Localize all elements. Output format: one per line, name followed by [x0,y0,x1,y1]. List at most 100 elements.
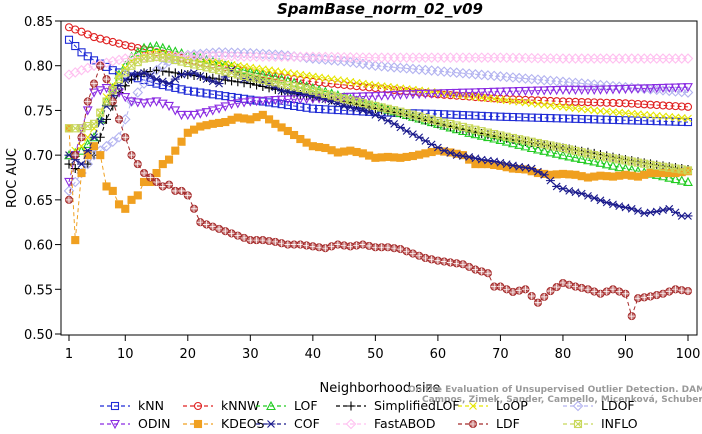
y-axis: 0.50 0.55 0.60 0.65 0.70 0.75 0.80 0.85 [24,15,61,343]
data-point-ldof [488,70,500,82]
data-point-ldf [596,290,604,298]
data-point-odin [564,85,575,96]
data-point-knnw [608,98,618,107]
data-point-loop [509,97,517,106]
data-point-inflo [365,100,374,109]
data-point-cof [470,154,480,163]
data-point-ldf [146,174,154,181]
data-point-ldof [282,50,294,61]
data-point-inflo [340,94,349,103]
data-point-inflo [333,93,342,102]
data-point-loop [340,77,348,85]
data-point-simplifiedlof [164,67,174,77]
data-point-knn [565,114,574,123]
data-point-inflo [283,80,292,90]
data-point-fastabod [113,54,125,66]
data-point-cof [495,158,505,167]
data-point-ldof [382,61,394,73]
data-point-ldf [365,242,373,250]
data-point-odin [401,90,412,100]
credit-line-1: Campos, Zimek, Sander, Campello, Micenko… [422,395,702,405]
data-point-loop [634,110,642,119]
data-point-odin [470,88,481,98]
data-point-cof [620,203,630,212]
data-point-knnw [627,99,636,108]
data-point-cof [570,188,580,197]
data-point-knnw [565,97,574,106]
data-point-loop [484,94,492,103]
y-tick-label: 0.65 [24,194,53,209]
data-point-knn [215,91,224,100]
data-point-kdeos [164,155,174,164]
data-point-ldof [545,75,556,87]
data-point-knnw [583,98,593,107]
data-point-ldof [645,84,656,95]
data-point-loop [265,66,273,75]
series-ldf [64,61,693,321]
data-point-ldof [651,84,663,96]
data-point-cof [639,209,649,218]
legend-item-loop: LoOP [458,398,528,413]
data-point-knn [640,116,649,125]
data-point-kdeos [102,182,111,191]
data-point-odin [620,84,631,95]
data-point-inflo [558,143,567,153]
data-point-lof [501,136,512,146]
data-point-odin [145,98,156,108]
y-tick-label: 0.55 [24,283,53,298]
x-axis: 1 10 20 30 40 50 60 70 80 90 100 [65,335,700,362]
data-point-knn [502,112,511,121]
data-point-ldf [621,290,629,298]
data-point-ldf [221,227,229,235]
data-point-odin [651,84,662,94]
data-point-ldf [584,285,592,293]
data-point-knn [277,100,286,109]
data-point-inflo [415,112,424,121]
data-point-knn [327,105,336,114]
data-point-odin [633,84,643,94]
data-point-loop [652,111,661,120]
data-point-odin [601,85,612,95]
data-point-inflo [458,122,467,131]
series-knn [64,35,693,127]
data-point-odin [95,86,106,96]
data-point-ldof [463,68,475,80]
data-point-ldf [359,241,367,249]
data-point-inflo [146,53,155,62]
data-point-knn [71,41,80,51]
data-point-ldf [278,239,286,247]
data-point-loop [602,107,611,116]
data-point-fastabod [107,55,119,67]
data-point-odin [382,91,393,101]
x-tick-label: 1 [65,347,73,362]
data-point-inflo [371,101,380,111]
data-point-cof [464,153,474,161]
data-point-knn [583,115,593,124]
data-point-ldf [90,80,98,88]
legend-label-lof: LOF [294,398,318,413]
data-point-cof [658,206,668,215]
data-point-ldof [420,64,431,76]
data-point-ldof [501,71,512,83]
data-point-odin [245,97,256,107]
series-layer [63,23,694,321]
data-point-ldf [528,292,536,300]
data-point-odin [576,85,587,96]
data-point-inflo [565,145,574,154]
data-point-inflo [508,133,517,143]
data-point-cof [608,200,618,209]
data-point-odin [376,91,387,101]
data-point-odin [457,88,468,98]
data-point-inflo [483,128,492,137]
data-point-ldof [426,65,437,76]
data-point-ldf [115,115,123,123]
data-point-knnw [683,102,693,111]
data-point-knnw [590,98,599,107]
data-point-ldof [676,86,688,98]
data-point-inflo [577,148,586,157]
data-point-odin [551,85,562,96]
data-point-odin [220,102,231,112]
data-point-inflo [183,58,192,68]
data-point-ldf [521,285,529,293]
data-point-loop [308,72,317,81]
